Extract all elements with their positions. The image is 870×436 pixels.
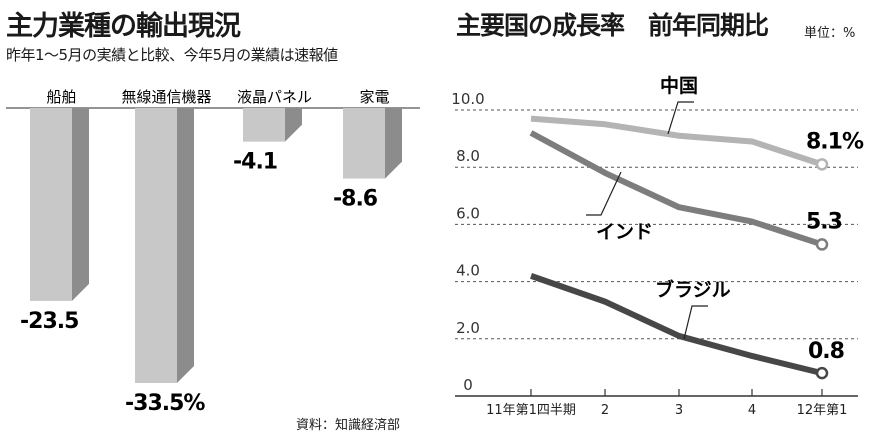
bar-front-0 bbox=[30, 108, 72, 301]
x-tick-label-4: 12年第1 bbox=[797, 403, 848, 418]
y-tick-label-3: 6.0 bbox=[456, 204, 480, 222]
bar-category-label-0: 船舶 bbox=[46, 88, 76, 106]
series-name-label-1: インド bbox=[596, 221, 653, 243]
series-leader-1 bbox=[586, 171, 622, 216]
series-endpoint-0 bbox=[815, 158, 829, 171]
x-tick-label-2: 3 bbox=[675, 403, 683, 418]
y-tick-label-4: 8.0 bbox=[456, 147, 480, 165]
line-chart-title: 主要国の成長率 前年同期比 bbox=[456, 11, 769, 40]
series-end-label-0: 8.1% bbox=[806, 129, 864, 154]
bar-category-label-2: 液晶パネル bbox=[237, 88, 312, 106]
bar-front-1 bbox=[135, 108, 177, 383]
bar-chart-subtitle: 昨年1～5月の実績と比較、今年5月の業績は速報値 bbox=[6, 46, 338, 64]
series-line-0 bbox=[530, 115, 823, 168]
bar-value-label-0: -23.5 bbox=[20, 309, 78, 334]
series-end-label-2: 0.8 bbox=[808, 339, 844, 364]
series-endpoint-1 bbox=[815, 238, 829, 251]
bar-chart-title: 主力業種の輸出現況 bbox=[6, 11, 241, 42]
bar-chart-source: 資料：知識経済部 bbox=[296, 418, 401, 433]
x-tick-label-0: 11年第1四半期 bbox=[486, 403, 576, 418]
bar-value-label-1: -33.5% bbox=[125, 391, 205, 416]
y-tick-label-5: 10.0 bbox=[451, 90, 484, 108]
bar-front-2 bbox=[243, 108, 285, 142]
x-tick-label-1: 2 bbox=[601, 403, 609, 418]
bar-side-0 bbox=[72, 108, 89, 301]
bar-front-3 bbox=[343, 108, 385, 179]
bar-value-label-2: -4.1 bbox=[233, 150, 277, 175]
y-tick-label-1: 2.0 bbox=[456, 319, 480, 337]
series-leader-0 bbox=[667, 101, 694, 135]
series-leader-2 bbox=[683, 305, 708, 340]
series-name-label-0: 中国 bbox=[660, 74, 698, 97]
series-name-label-2: ブラジル bbox=[655, 278, 731, 301]
y-tick-label-0: 0 bbox=[463, 376, 473, 394]
bar-category-label-1: 無線通信機器 bbox=[121, 88, 211, 106]
bar-side-1 bbox=[177, 108, 194, 383]
bar-side-3 bbox=[385, 108, 402, 179]
bar-category-label-3: 家電 bbox=[359, 88, 389, 106]
y-tick-label-2: 4.0 bbox=[456, 262, 480, 280]
series-endpoint-2 bbox=[815, 366, 829, 380]
series-line-1 bbox=[529, 130, 823, 248]
bar-value-label-3: -8.6 bbox=[333, 187, 378, 212]
line-chart-unit: 単位：% bbox=[804, 26, 856, 41]
bar-side-2 bbox=[285, 108, 302, 142]
x-tick-label-3: 4 bbox=[748, 403, 756, 418]
series-end-label-1: 5.3 bbox=[806, 209, 842, 234]
series-line-2 bbox=[530, 273, 823, 377]
